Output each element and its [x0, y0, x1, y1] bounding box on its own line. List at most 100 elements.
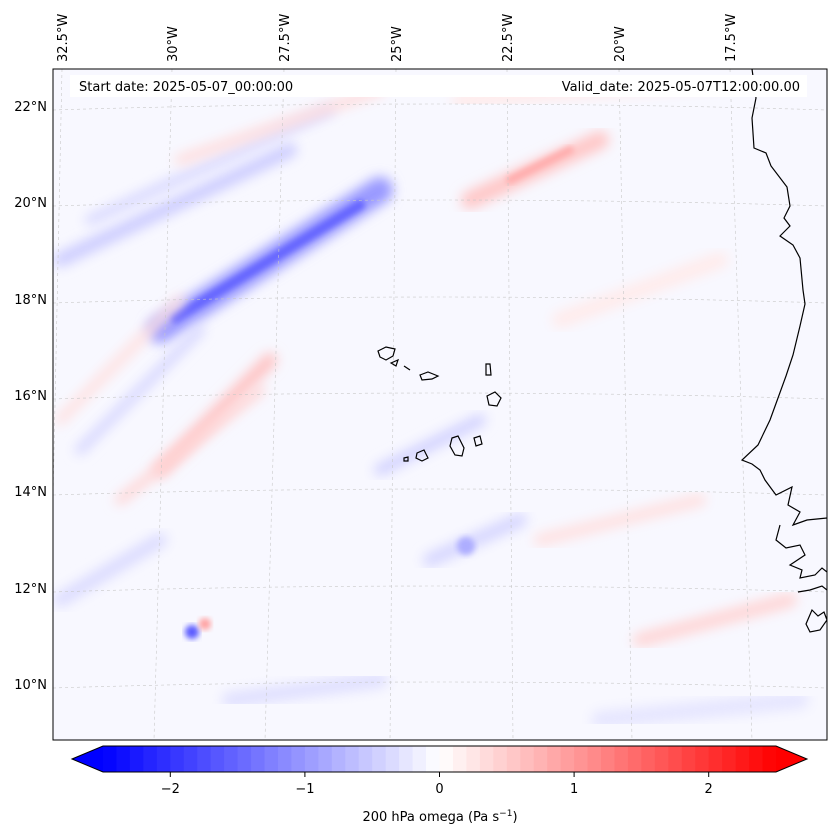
colorbar-bin: [574, 746, 589, 772]
colorbar-bin: [304, 746, 319, 772]
omega-cell: [199, 618, 211, 630]
longitude-label: 27.5°W: [278, 14, 293, 62]
colorbar-bin: [237, 746, 252, 772]
colorbar-bin: [156, 746, 171, 772]
colorbar-bin: [762, 746, 777, 772]
island-sal: [485, 363, 492, 376]
colorbar-bin: [493, 746, 508, 772]
colorbar-tick-label: −2: [161, 782, 180, 797]
colorbar-bin: [641, 746, 656, 772]
colorbar-bin: [251, 746, 266, 772]
colorbar-bin: [749, 746, 764, 772]
omega-band: [75, 325, 205, 455]
map-gridlines: [53, 69, 827, 740]
colorbar-bin: [345, 746, 360, 772]
longitude-label: 32.5°W: [56, 14, 71, 62]
meridian-gridline: [153, 69, 173, 740]
meridian-gridline: [264, 69, 285, 740]
colorbar-bin: [183, 746, 198, 772]
colorbar-bin: [695, 746, 710, 772]
colorbar-bin: [601, 746, 616, 772]
parallel-gridline: [53, 681, 827, 689]
colorbar-bin: [291, 746, 306, 772]
parallel-gridline: [53, 585, 827, 593]
latitude-label: 22°N: [14, 100, 47, 115]
colorbar-bin: [224, 746, 239, 772]
island-santa-luzia: [403, 365, 411, 371]
colorbar-bin: [708, 746, 723, 772]
omega-band: [53, 143, 297, 267]
longitude-label: 17.5°W: [724, 14, 739, 62]
colorbar-tick-label: −1: [295, 782, 314, 797]
omega-band: [534, 494, 706, 546]
colorbar-extend-high: [776, 746, 807, 772]
latitude-label: 12°N: [14, 582, 47, 597]
valid-date-label: Valid_date: 2025-05-07T12:00:00.00: [562, 80, 800, 95]
omega-band: [506, 146, 574, 184]
island-santo-antao: [377, 346, 396, 361]
colorbar-bin: [668, 746, 683, 772]
latitude-label: 20°N: [14, 196, 47, 211]
header-box: [70, 75, 807, 97]
longitude-label: 22.5°W: [501, 14, 516, 62]
island-boa-vista: [486, 391, 502, 407]
longitude-labels: 32.5°W 30°W 27.5°W 25°W 22.5°W 20°W 17.5°W: [56, 14, 739, 62]
longitude-label: 20°W: [613, 26, 628, 62]
colorbar-bin: [735, 746, 750, 772]
omega-band: [85, 105, 335, 225]
colorbar-bin: [722, 746, 737, 772]
parallel-gridline: [53, 488, 827, 496]
colorbar-bin: [560, 746, 575, 772]
island-sao-vicente: [389, 358, 399, 367]
colorbar-bin: [412, 746, 427, 772]
colorbar-bin: [264, 746, 279, 772]
colorbar-bin: [277, 746, 293, 772]
omega-band: [115, 385, 265, 505]
omega-band: [55, 295, 185, 425]
island-brava: [403, 456, 409, 462]
longitude-label: 25°W: [390, 26, 405, 62]
parallel-gridline: [53, 199, 827, 207]
colorbar-bin: [479, 746, 494, 772]
longitude-label: 30°W: [166, 26, 181, 62]
omega-band: [175, 85, 385, 165]
meridian-gridline: [389, 69, 397, 740]
colorbar-bin: [654, 746, 669, 772]
parallel-gridline: [53, 392, 827, 400]
meridian-gridline: [618, 69, 633, 740]
latitude-label: 18°N: [14, 293, 47, 308]
colorbar-bin: [426, 746, 441, 772]
colorbar-bin: [103, 746, 118, 772]
map-panel: [53, 69, 827, 740]
omega-band: [552, 252, 728, 328]
colorbar-bin: [627, 746, 642, 772]
colorbar: −2 −1 0 1 2 200 hPa omega (Pa s−1): [70, 745, 809, 825]
meridian-gridline: [729, 69, 753, 740]
map-background: [53, 69, 827, 740]
latitude-label: 16°N: [14, 389, 47, 404]
island-santiago: [449, 435, 465, 457]
colorbar-bin: [506, 746, 521, 772]
colorbar-bin: [331, 746, 346, 772]
map-frame: [52, 68, 828, 741]
latitude-label: 10°N: [14, 678, 47, 693]
start-date-label: Start date: 2025-05-07_00:00:00: [79, 80, 293, 95]
colorbar-ticks: −2 −1 0 1 2: [161, 772, 713, 797]
colorbar-bin: [439, 746, 454, 772]
colorbar-bin: [533, 746, 548, 772]
latitude-label: 14°N: [14, 485, 47, 500]
parallel-gridline: [53, 296, 827, 304]
colorbar-bin: [358, 746, 373, 772]
colorbar-bin: [210, 746, 225, 772]
omega-band: [633, 593, 797, 647]
colorbar-bin: [547, 746, 562, 772]
colorbar-tick-label: 2: [705, 782, 713, 797]
colorbar-bin: [520, 746, 535, 772]
colorbar-bin: [681, 746, 696, 772]
colorbar-bin: [385, 746, 400, 772]
omega-band: [591, 691, 809, 729]
coastline: [377, 69, 827, 633]
colorbar-label: 200 hPa omega (Pa s−1): [362, 809, 517, 825]
colorbar-bin: [116, 746, 131, 772]
